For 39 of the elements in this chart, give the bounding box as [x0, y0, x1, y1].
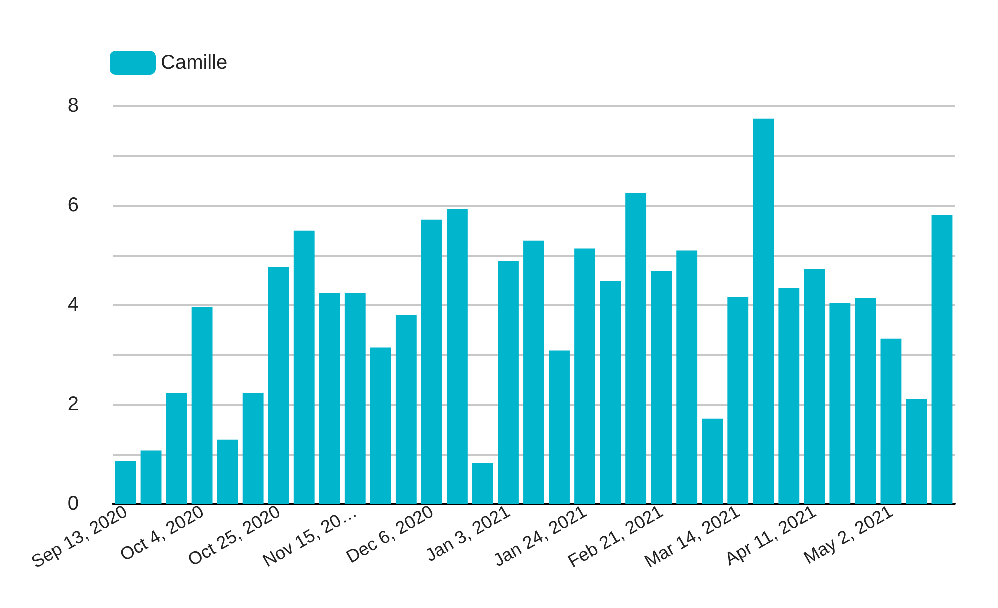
bar	[651, 271, 672, 504]
bar	[574, 248, 596, 504]
bar	[140, 450, 162, 504]
bar	[753, 118, 774, 504]
y-tick-label: 0	[68, 493, 79, 515]
bar	[344, 293, 366, 504]
bar	[906, 399, 928, 504]
bar	[855, 298, 876, 504]
bar	[294, 230, 315, 504]
bar	[268, 267, 290, 504]
bar	[166, 393, 188, 504]
bar	[396, 314, 417, 504]
bar	[880, 338, 902, 504]
bar	[472, 463, 494, 504]
bar	[778, 288, 800, 504]
y-tick-label: 6	[68, 194, 79, 216]
bar	[600, 281, 622, 504]
bar	[549, 350, 570, 504]
y-tick-label: 2	[68, 394, 79, 416]
bar	[728, 297, 749, 504]
legend-label: Camille	[161, 52, 228, 74]
bar	[626, 193, 647, 504]
bar	[217, 440, 238, 504]
bar	[676, 250, 698, 504]
bar	[242, 393, 264, 504]
bar	[370, 348, 392, 504]
bar	[192, 306, 213, 504]
bar	[804, 269, 826, 504]
bar	[115, 461, 136, 504]
bar	[932, 214, 953, 504]
y-tick-label: 4	[68, 294, 79, 316]
bar	[830, 303, 851, 504]
bar	[702, 418, 724, 504]
bar	[446, 208, 468, 504]
bar	[319, 293, 340, 504]
y-tick-label: 8	[68, 95, 79, 117]
bar	[524, 240, 544, 504]
bar	[498, 261, 519, 504]
bar	[421, 220, 442, 504]
